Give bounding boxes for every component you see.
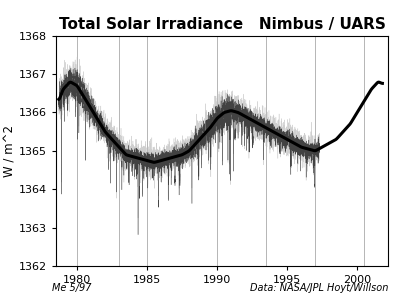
Text: Me 5/97: Me 5/97 bbox=[52, 283, 92, 293]
Text: Data: NASA/JPL Hoyt/Willson: Data: NASA/JPL Hoyt/Willson bbox=[250, 283, 388, 293]
Y-axis label: W / m^2: W / m^2 bbox=[3, 125, 16, 177]
Title: Total Solar Irradiance   Nimbus / UARS: Total Solar Irradiance Nimbus / UARS bbox=[58, 17, 386, 32]
